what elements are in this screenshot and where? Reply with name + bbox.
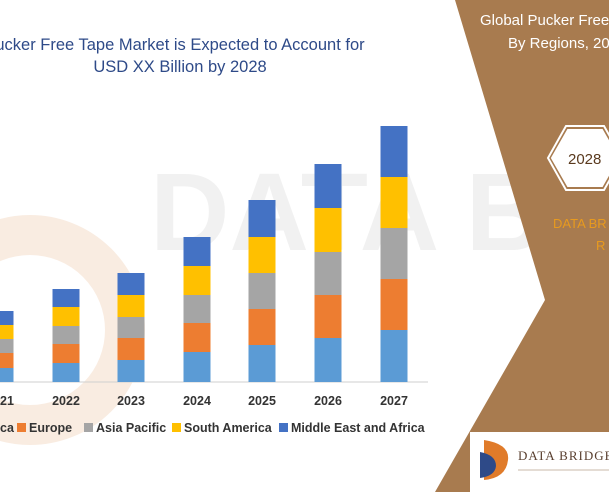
bar-2022-series-2	[52, 326, 80, 344]
x-tick-label: 2024	[183, 394, 211, 408]
chart-title-line2: USD XX Billion by 2028	[93, 58, 267, 76]
side-panel-bg	[435, 0, 609, 492]
bar-2023-series-1	[117, 338, 145, 360]
bar-21-series-1	[0, 353, 14, 368]
bar-2027-series-0	[380, 330, 408, 382]
bar-2026-series-0	[314, 338, 342, 382]
logo-text: DATA BRIDGE	[518, 448, 609, 463]
x-tick-label: 2026	[314, 394, 342, 408]
legend-label: Middle East and Africa	[291, 421, 426, 435]
bar-2027-series-3	[380, 177, 408, 228]
bar-2026-series-2	[314, 252, 342, 295]
x-tick-label: 2022	[52, 394, 80, 408]
bar-2023-series-4	[117, 273, 145, 295]
year-hexagon	[550, 129, 609, 187]
bar-2024-series-0	[183, 352, 211, 382]
brand-line2: R	[596, 238, 605, 253]
bar-21-series-3	[0, 325, 14, 339]
bar-2022-series-3	[52, 307, 80, 326]
x-tick-label: 2023	[117, 394, 145, 408]
brand-line1: DATA BR	[553, 216, 607, 231]
bar-2023-series-0	[117, 360, 145, 382]
x-tick-label: 21	[0, 394, 14, 408]
panel-title-line2: By Regions, 20	[508, 35, 609, 52]
chart-title: ucker Free Tape Market is Expected to Ac…	[0, 34, 400, 78]
bar-2027-series-1	[380, 279, 408, 330]
chart-title-line1: ucker Free Tape Market is Expected to Ac…	[0, 36, 365, 54]
x-tick-label: 2027	[380, 394, 408, 408]
legend-swatch	[17, 423, 26, 432]
legend-label: Asia Pacific	[96, 421, 166, 435]
bar-2026-series-4	[314, 164, 342, 208]
bar-2023-series-2	[117, 317, 145, 338]
bar-21-series-0	[0, 368, 14, 382]
year-hexagon-outline	[546, 125, 609, 191]
legend-swatch	[172, 423, 181, 432]
bar-2024-series-3	[183, 266, 211, 295]
bar-2025-series-0	[248, 345, 276, 382]
legend-label: ca	[0, 421, 15, 435]
bar-2024-series-4	[183, 237, 211, 266]
x-tick-label: 2025	[248, 394, 276, 408]
bars	[0, 126, 408, 382]
legend-label: South America	[184, 421, 273, 435]
bar-2026-series-1	[314, 295, 342, 338]
bar-2022-series-1	[52, 344, 80, 363]
bar-2025-series-4	[248, 200, 276, 237]
bar-21-series-4	[0, 311, 14, 325]
side-panel: Global Pucker Free By Regions, 20 2028 D…	[435, 0, 609, 492]
bar-2023-series-3	[117, 295, 145, 317]
bar-2024-series-2	[183, 295, 211, 323]
bar-2027-series-2	[380, 228, 408, 279]
bar-2027-series-4	[380, 126, 408, 177]
year-badge: 2028	[568, 151, 601, 168]
bar-2022-series-4	[52, 289, 80, 307]
bar-2022-series-0	[52, 363, 80, 382]
legend: ca Europe Asia Pacific South America Middle …	[0, 421, 426, 435]
logo: DATA BRIDGE	[470, 432, 609, 492]
bar-2026-series-3	[314, 208, 342, 252]
legend-label: Europe	[29, 421, 72, 435]
bar-2025-series-2	[248, 273, 276, 309]
bar-2024-series-1	[183, 323, 211, 352]
x-ticks: 21 2022 2023 2024 2025 2026 2027	[0, 394, 408, 408]
panel-title-line1: Global Pucker Free	[480, 12, 609, 29]
legend-swatch	[84, 423, 93, 432]
bar-2025-series-1	[248, 309, 276, 345]
bar-2025-series-3	[248, 237, 276, 273]
legend-swatch	[279, 423, 288, 432]
bar-21-series-2	[0, 339, 14, 353]
